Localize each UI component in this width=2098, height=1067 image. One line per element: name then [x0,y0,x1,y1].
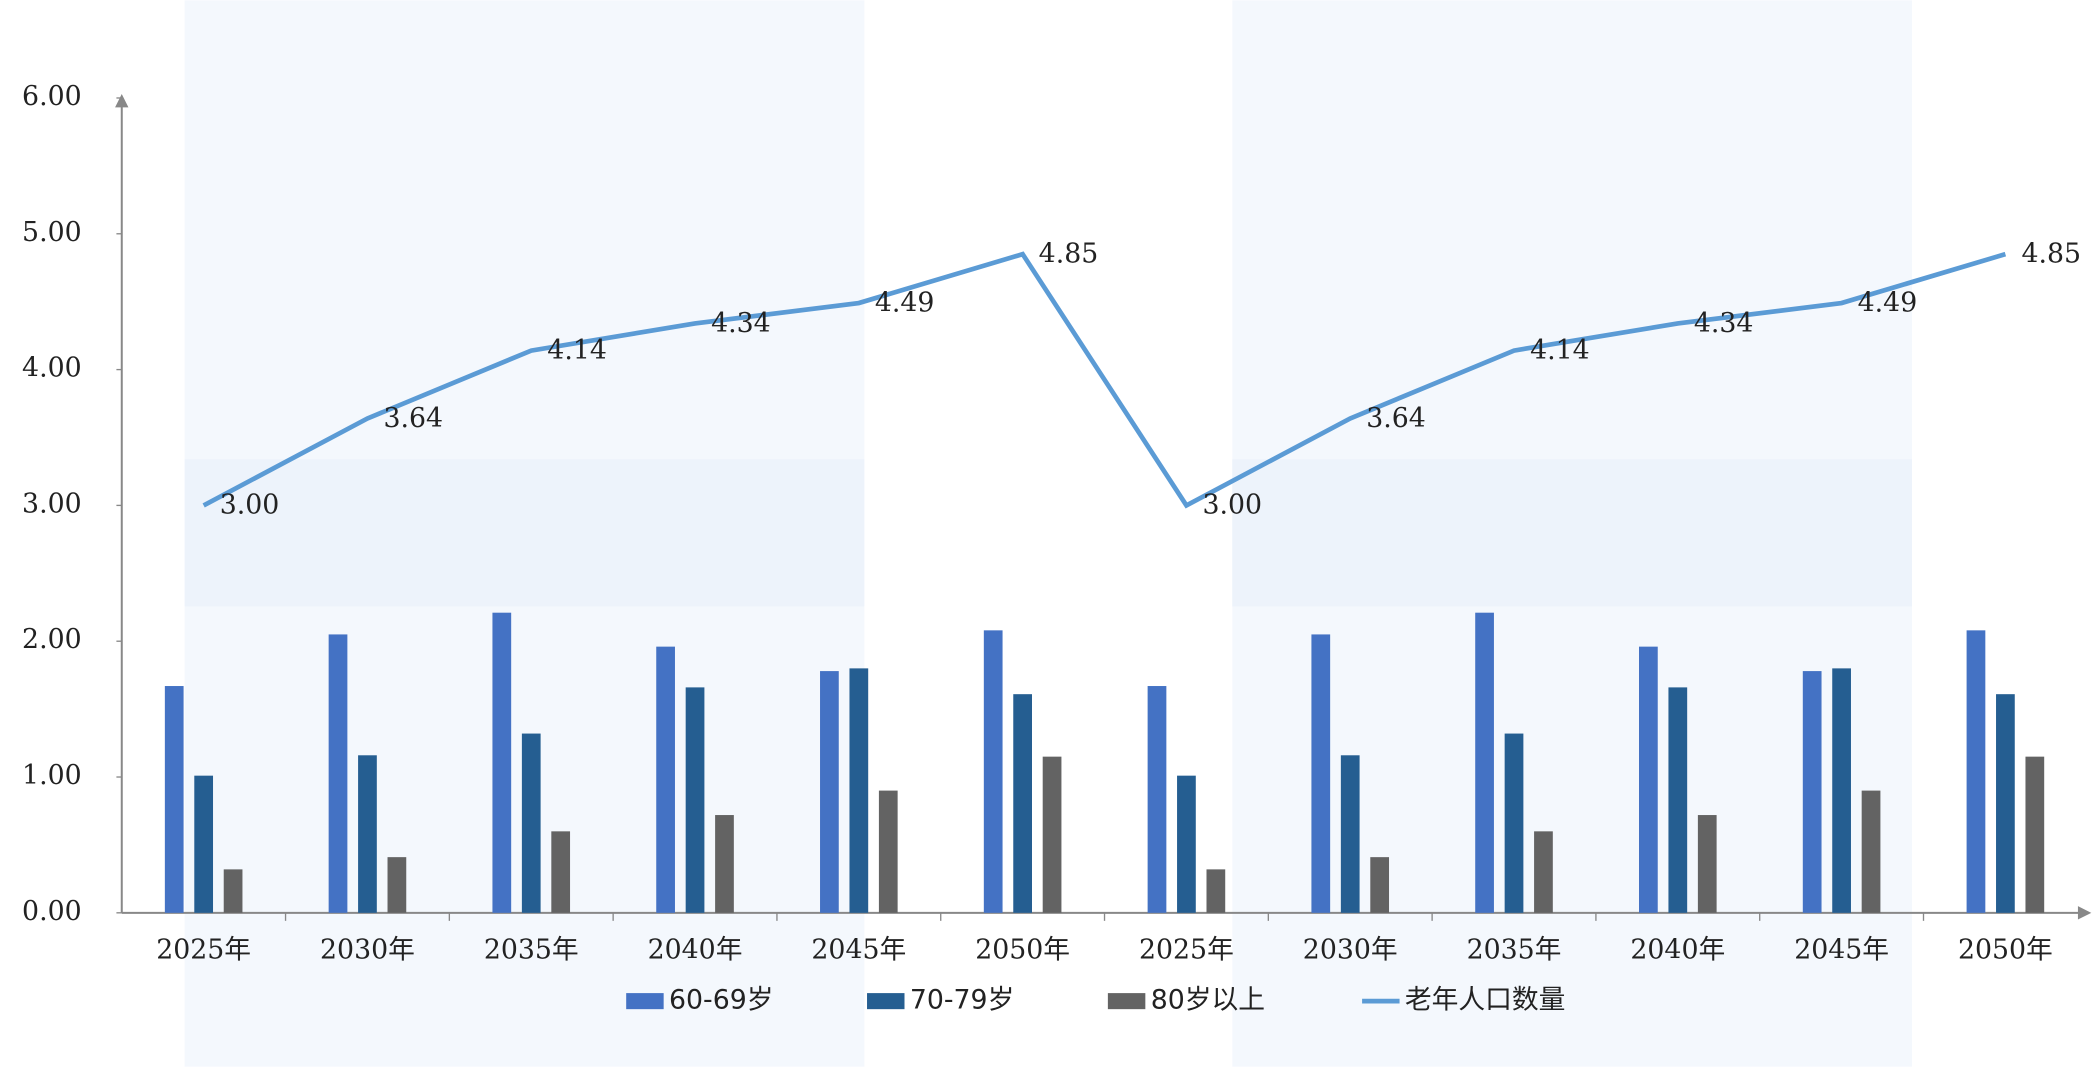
data-label: 3.00 [1202,490,1262,521]
bar [1177,775,1196,913]
bar [1311,634,1331,913]
x-tick-label: 2025年 [1139,935,1234,966]
y-tick-label: 4.00 [22,353,82,384]
legend-label: 80岁以上 [1151,985,1265,1016]
bar [1534,831,1553,913]
bar [1802,671,1822,913]
bar [1206,869,1226,913]
x-tick-label: 2025年 [156,935,251,966]
x-tick-label: 2050年 [1958,935,2053,966]
bar [164,686,184,913]
bar [387,857,407,913]
data-label: 3.00 [220,490,280,521]
x-tick-label: 2035年 [1467,935,1562,966]
data-label: 4.14 [1530,335,1590,366]
bar [1340,755,1360,913]
bar [1966,630,1986,913]
bar [194,775,214,913]
bar [358,755,377,913]
bar [1370,857,1390,913]
bar [1504,733,1524,913]
bar [983,630,1003,913]
y-tick-label: 0.00 [22,896,82,927]
y-tick-label: 1.00 [22,760,82,791]
bar [1697,815,1717,913]
bar [223,869,243,913]
bar [1996,694,2015,913]
data-label: 4.34 [1694,308,1754,339]
bar [2025,756,2045,913]
x-tick-label: 2035年 [484,935,579,966]
legend-label: 70-79岁 [910,985,1014,1016]
data-label: 4.49 [875,287,935,318]
bar [521,733,541,913]
bar [551,831,571,913]
x-tick-label: 2030年 [320,935,415,966]
legend-swatch [626,993,664,1010]
bar [685,687,705,913]
x-tick-label: 2045年 [1794,935,1889,966]
y-tick-label: 5.00 [22,217,82,248]
data-label: 4.34 [711,308,771,339]
bar [820,671,839,913]
bar [1639,646,1658,913]
legend-label: 老年人口数量 [1405,985,1566,1016]
bar [849,668,869,913]
x-tick-label: 2030年 [1303,935,1398,966]
data-label: 4.85 [1039,238,1099,269]
bar [328,634,348,913]
bar [1013,694,1032,913]
bar [1861,790,1881,913]
x-tick-label: 2045年 [811,935,906,966]
bar [656,646,675,913]
x-tick-label: 2040年 [1630,935,1725,966]
data-label: 3.64 [384,403,444,434]
bar [492,612,512,913]
data-label: 4.14 [547,335,607,366]
x-tick-label: 2050年 [975,935,1070,966]
background-band [1232,459,1913,607]
y-tick-label: 6.00 [22,81,82,112]
x-tick-label: 2040年 [648,935,743,966]
y-tick-label: 3.00 [22,488,82,519]
line [202,251,2007,509]
bar [1042,756,1062,913]
x-axis-arrow [2077,906,2092,920]
legend-swatch [1107,993,1146,1010]
bar [1475,612,1494,913]
legend-label: 60-69岁 [669,985,773,1016]
data-label: 3.64 [1366,403,1426,434]
data-label: 4.49 [1858,287,1918,318]
bar [878,790,898,913]
background-band [184,459,865,607]
y-tick-label: 2.00 [22,624,82,655]
data-label: 4.85 [2021,238,2081,269]
bar [1832,668,1851,913]
bar [715,815,734,913]
y-axis-arrow [115,93,129,108]
bar [1147,686,1167,913]
bar [1668,687,1688,913]
legend-swatch [867,993,905,1010]
